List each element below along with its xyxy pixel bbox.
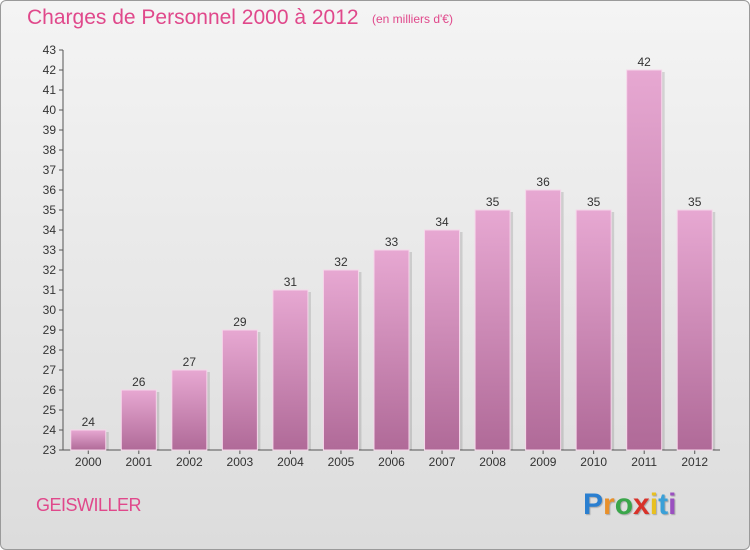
y-tick-label: 36 xyxy=(43,183,57,197)
y-tick-label: 39 xyxy=(43,123,57,137)
proxiti-logo: Proxiti xyxy=(583,488,676,522)
y-tick-label: 42 xyxy=(43,63,57,77)
logo-letter: r xyxy=(603,488,615,521)
x-tick-label: 2005 xyxy=(328,455,355,469)
data-label: 35 xyxy=(587,195,601,209)
y-tick-label: 26 xyxy=(43,383,57,397)
data-label: 33 xyxy=(385,235,399,249)
bar xyxy=(474,209,511,451)
y-tick-label: 43 xyxy=(43,43,57,57)
bar xyxy=(221,329,258,451)
x-tick-label: 2006 xyxy=(378,455,405,469)
logo-letter: x xyxy=(633,488,650,521)
bar xyxy=(171,369,208,451)
y-tick-label: 37 xyxy=(43,163,57,177)
y-tick-label: 29 xyxy=(43,323,57,337)
data-label: 32 xyxy=(334,255,348,269)
chart-subtitle: (en milliers d'€) xyxy=(372,12,453,26)
y-tick-label: 35 xyxy=(43,203,57,217)
y-tick-label: 23 xyxy=(43,443,57,457)
y-tick-label: 30 xyxy=(43,303,57,317)
data-label: 35 xyxy=(688,195,702,209)
bar xyxy=(322,269,359,451)
x-tick-label: 2007 xyxy=(429,455,456,469)
x-tick-label: 2011 xyxy=(631,455,657,469)
logo-letter: i xyxy=(649,488,659,521)
chart-title: Charges de Personnel 2000 à 2012 xyxy=(27,6,359,29)
y-tick-label: 25 xyxy=(43,403,57,417)
bar xyxy=(575,209,612,451)
data-label: 26 xyxy=(132,375,146,389)
y-tick-label: 41 xyxy=(43,83,57,97)
bar xyxy=(120,389,157,451)
bar xyxy=(70,429,107,451)
x-tick-label: 2004 xyxy=(277,455,304,469)
bar xyxy=(626,69,663,451)
y-tick-label: 31 xyxy=(43,283,57,297)
bar xyxy=(676,209,713,451)
logo-letter: i xyxy=(668,488,677,521)
y-tick-label: 28 xyxy=(43,343,57,357)
data-label: 36 xyxy=(536,175,550,189)
y-tick-label: 34 xyxy=(43,223,57,237)
bar xyxy=(373,249,410,451)
logo-letter: P xyxy=(583,488,604,521)
data-label: 27 xyxy=(183,355,197,369)
place-name: GEISWILLER xyxy=(36,495,142,515)
data-label: 34 xyxy=(435,215,449,229)
x-tick-label: 2001 xyxy=(125,455,152,469)
bar xyxy=(525,189,562,451)
y-tick-label: 40 xyxy=(43,103,57,117)
bar xyxy=(272,289,309,451)
data-label: 29 xyxy=(233,315,247,329)
logo-letter: t xyxy=(658,488,669,521)
bar xyxy=(424,229,461,451)
y-tick-label: 38 xyxy=(43,143,57,157)
data-label: 35 xyxy=(486,195,500,209)
x-tick-label: 2002 xyxy=(176,455,203,469)
y-tick-label: 24 xyxy=(43,423,57,437)
x-tick-label: 2010 xyxy=(580,455,607,469)
x-tick-label: 2009 xyxy=(530,455,557,469)
x-tick-label: 2012 xyxy=(681,455,708,469)
y-tick-label: 33 xyxy=(43,243,57,257)
y-tick-label: 27 xyxy=(43,363,57,377)
x-tick-label: 2000 xyxy=(75,455,102,469)
x-tick-label: 2003 xyxy=(227,455,254,469)
data-label: 42 xyxy=(638,55,652,69)
x-tick-label: 2008 xyxy=(479,455,506,469)
y-tick-label: 32 xyxy=(43,263,57,277)
data-label: 24 xyxy=(82,415,96,429)
data-label: 31 xyxy=(284,275,298,289)
logo-letter: o xyxy=(614,488,634,521)
